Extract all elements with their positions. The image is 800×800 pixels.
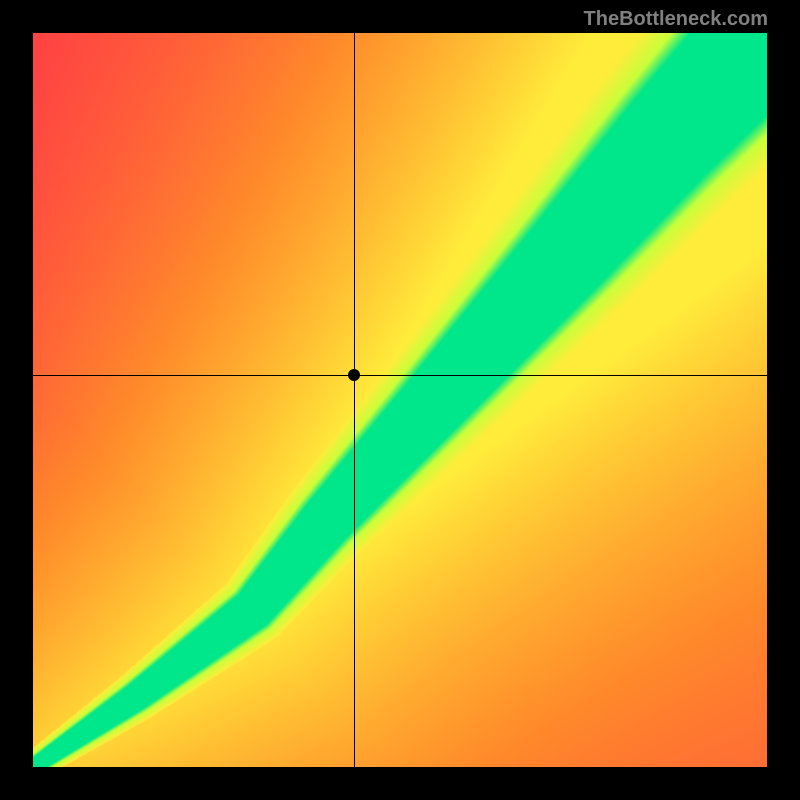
chart-container: TheBottleneck.com (0, 0, 800, 800)
crosshair-point (348, 369, 360, 381)
watermark-text: TheBottleneck.com (584, 8, 768, 31)
heatmap-canvas (33, 33, 767, 767)
crosshair-vertical (354, 33, 355, 767)
crosshair-horizontal (33, 375, 767, 376)
